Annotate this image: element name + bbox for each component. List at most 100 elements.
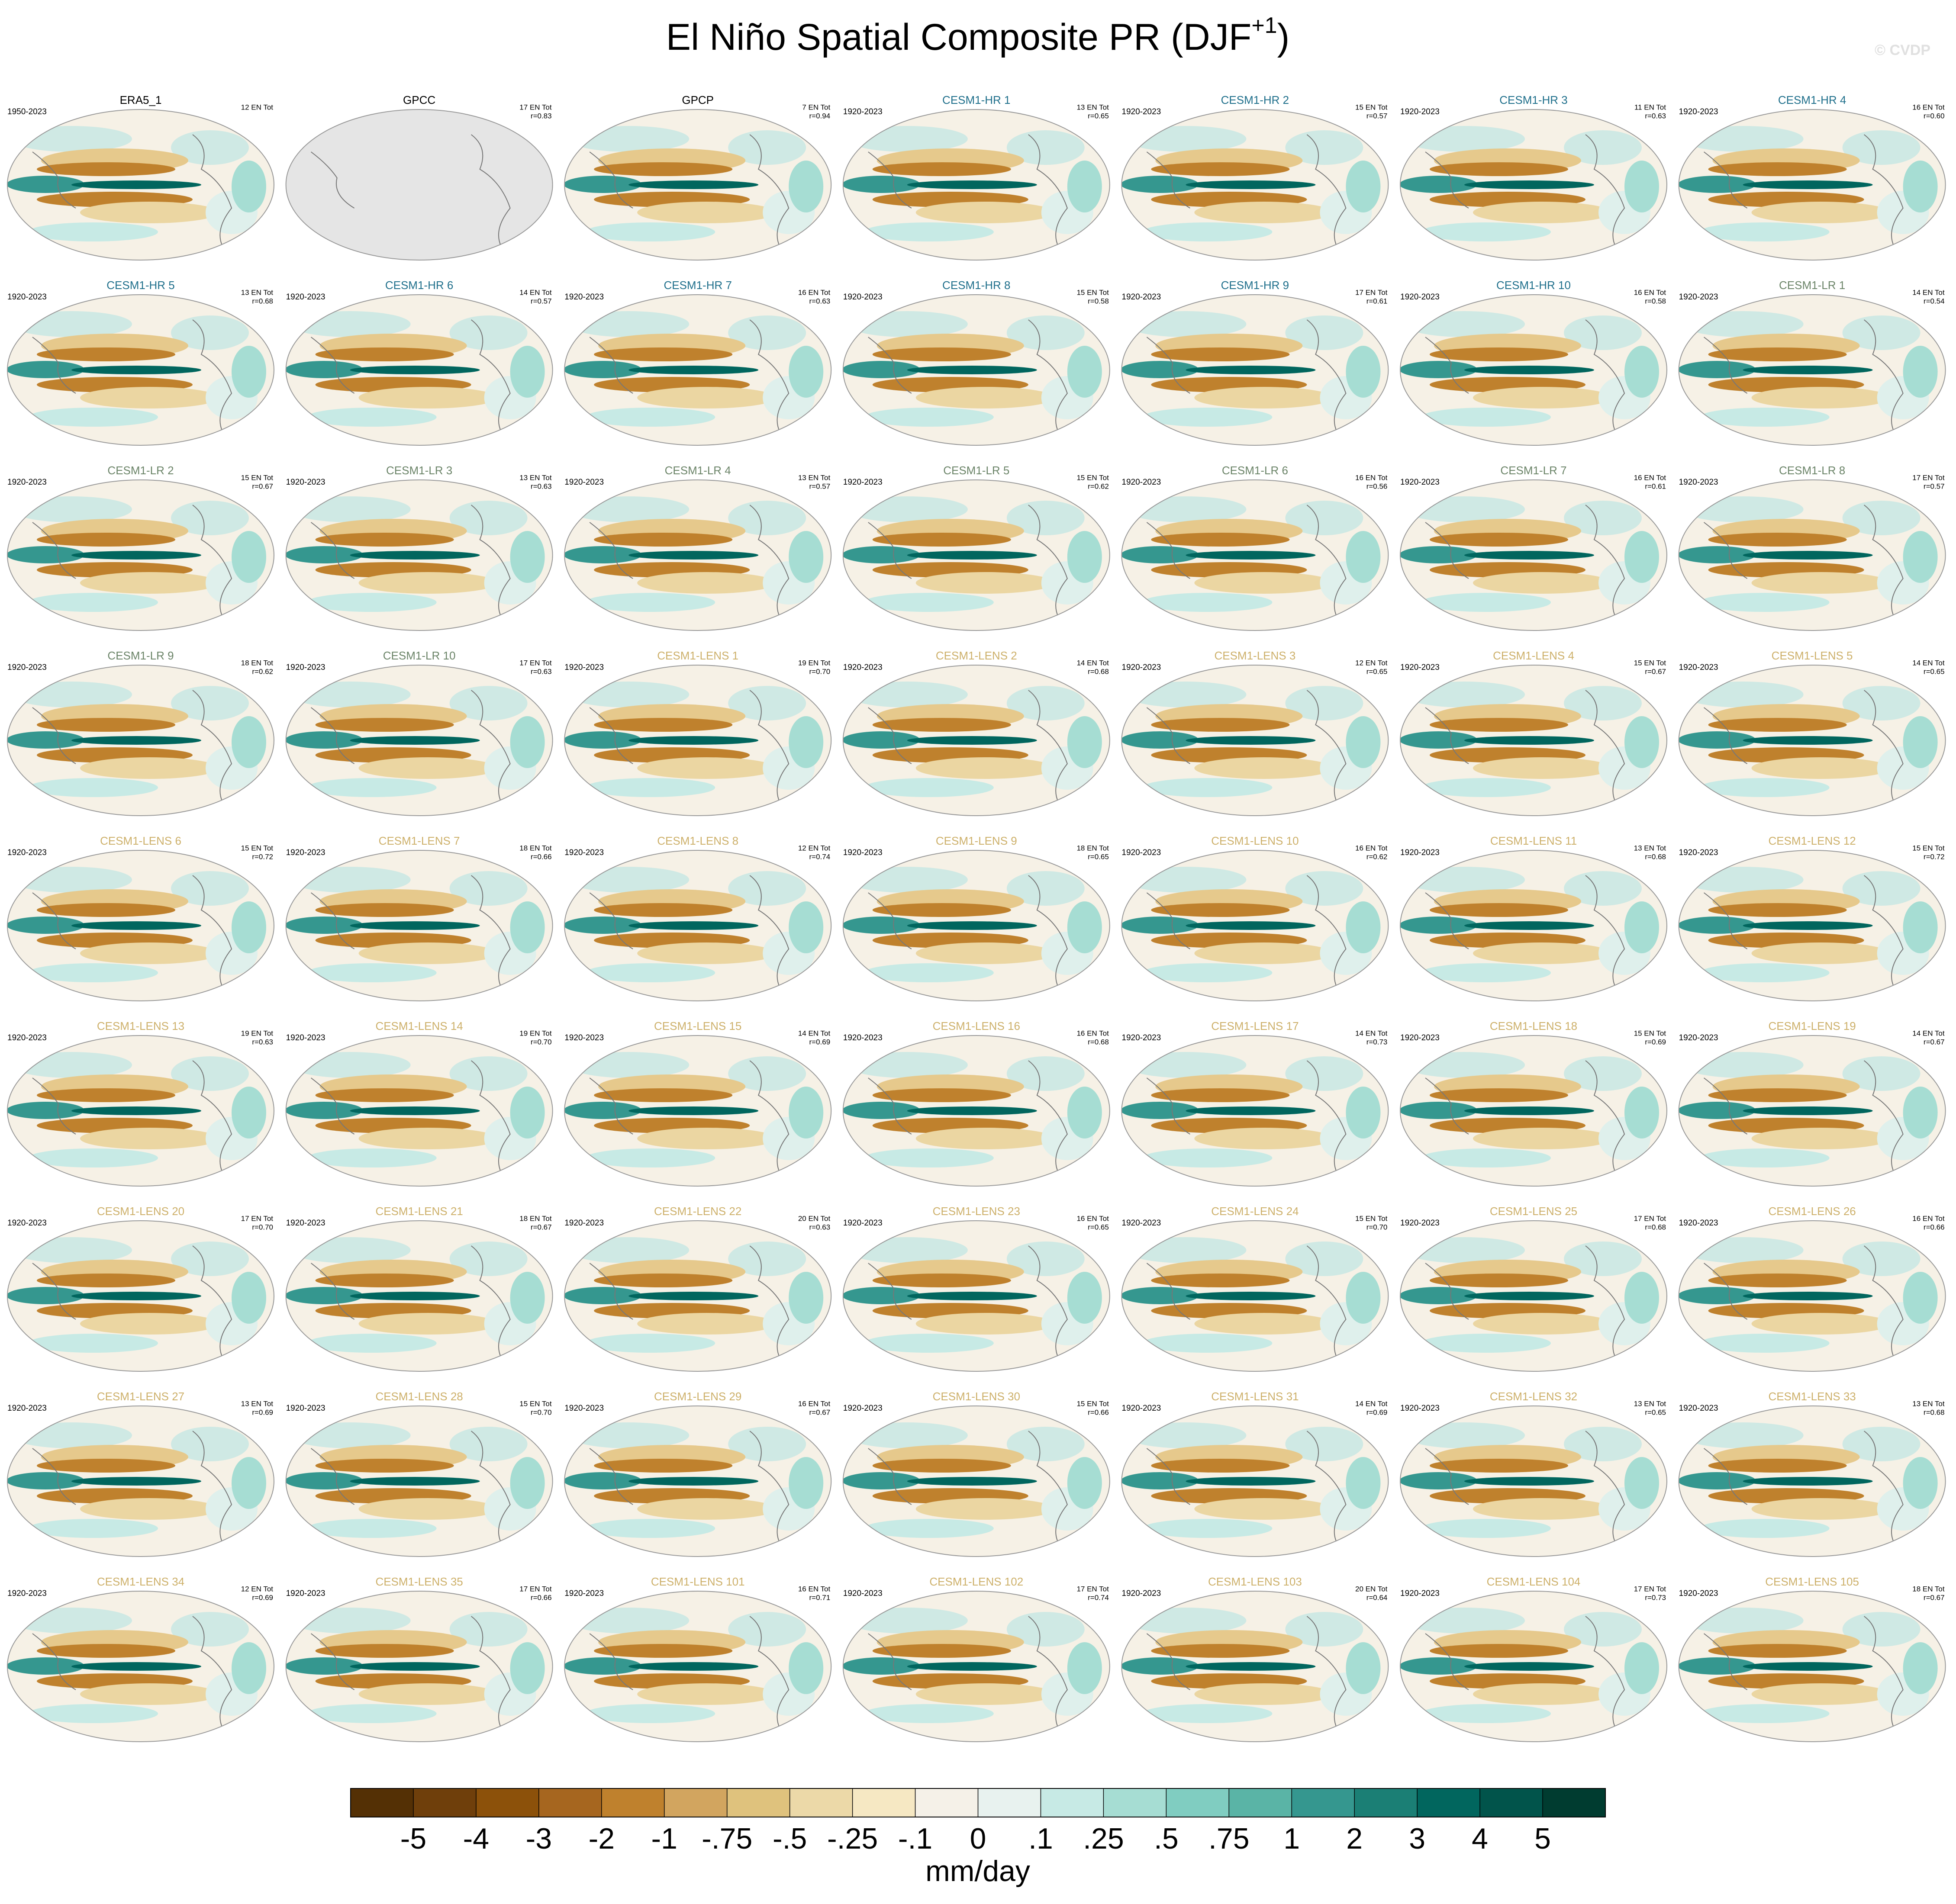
panel-count: 17 EN Tot bbox=[519, 1585, 552, 1593]
panel-count: 16 EN Tot bbox=[798, 1585, 831, 1593]
panel-r: r=0.68 bbox=[1645, 1223, 1666, 1231]
panel-years: 1920-2023 bbox=[843, 1033, 883, 1042]
panel-r: r=0.63 bbox=[1645, 112, 1666, 120]
map bbox=[6, 1220, 275, 1372]
panel-count: 17 EN Tot bbox=[241, 1214, 274, 1222]
panel-title: CESM1-LENS 5 bbox=[1772, 649, 1853, 662]
panel-years: 1920-2023 bbox=[286, 1219, 325, 1228]
map bbox=[842, 1405, 1111, 1557]
panel-r: r=0.70 bbox=[1366, 1223, 1388, 1231]
colorbar-label: -3 bbox=[526, 1822, 552, 1855]
panel-r: r=0.68 bbox=[1924, 1408, 1945, 1416]
panel-title: CESM1-LENS 27 bbox=[97, 1390, 184, 1403]
panel-years: 1920-2023 bbox=[564, 1033, 604, 1042]
panel-count: 19 EN Tot bbox=[519, 1029, 552, 1037]
panel: ERA5_1 1950-2023 12 EN Tot bbox=[6, 93, 275, 261]
panel-title: CESM1-LR 9 bbox=[107, 649, 174, 662]
map bbox=[285, 1220, 554, 1372]
map bbox=[1121, 1405, 1389, 1557]
map bbox=[285, 849, 554, 1002]
panel-title: CESM1-LENS 104 bbox=[1487, 1575, 1581, 1588]
panel-title: CESM1-LENS 15 bbox=[654, 1020, 741, 1032]
map bbox=[1121, 849, 1389, 1002]
panel-title: GPCP bbox=[682, 93, 714, 106]
panel-count: 18 EN Tot bbox=[1076, 844, 1109, 852]
colorbar-swatch bbox=[915, 1788, 978, 1817]
panel-years: 1920-2023 bbox=[843, 848, 883, 857]
panel-years: 1920-2023 bbox=[7, 663, 47, 672]
colorbar-swatch bbox=[978, 1788, 1041, 1817]
panel-years: 1920-2023 bbox=[286, 848, 325, 857]
panel-years: 1920-2023 bbox=[1121, 1219, 1161, 1228]
panel-years: 1920-2023 bbox=[1121, 107, 1161, 116]
map bbox=[285, 664, 554, 817]
panel-r: r=0.68 bbox=[1088, 667, 1109, 675]
panel-count: 12 EN Tot bbox=[241, 103, 274, 111]
panel-count: 16 EN Tot bbox=[1912, 103, 1945, 111]
map bbox=[1121, 294, 1389, 446]
panel-title: CESM1-LENS 19 bbox=[1768, 1020, 1856, 1032]
panel-years: 1920-2023 bbox=[1121, 293, 1161, 302]
panel-years: 1920-2023 bbox=[7, 1404, 47, 1413]
panel-title: CESM1-HR 1 bbox=[942, 93, 1010, 106]
panel-r: r=0.57 bbox=[1924, 482, 1945, 490]
panel-count: 13 EN Tot bbox=[519, 473, 552, 482]
colorbar-label: 0 bbox=[970, 1822, 986, 1855]
panel-title: CESM1-LENS 24 bbox=[1211, 1205, 1299, 1218]
panel-years: 1920-2023 bbox=[286, 663, 325, 672]
colorbar-label: .1 bbox=[1028, 1822, 1053, 1855]
panel-r: r=0.65 bbox=[1088, 1223, 1109, 1231]
panel-r: r=0.65 bbox=[1088, 112, 1109, 120]
panel-years: 1920-2023 bbox=[1400, 107, 1440, 116]
panel-title: CESM1-HR 3 bbox=[1499, 93, 1567, 106]
panel-years: 1920-2023 bbox=[843, 478, 883, 487]
colorbar-swatch bbox=[727, 1788, 790, 1817]
map bbox=[842, 479, 1111, 631]
panel-title: CESM1-LENS 17 bbox=[1211, 1020, 1299, 1032]
map bbox=[1678, 479, 1946, 631]
map bbox=[285, 1590, 554, 1743]
panel-title: CESM1-LR 7 bbox=[1500, 464, 1566, 477]
map bbox=[6, 479, 275, 631]
panel-title: CESM1-LR 8 bbox=[1779, 464, 1845, 477]
panel-count: 15 EN Tot bbox=[1076, 288, 1109, 296]
panel-r: r=0.57 bbox=[809, 482, 831, 490]
title-superscript: +1 bbox=[1251, 13, 1277, 38]
title-text: El Niño Spatial Composite PR (DJF bbox=[666, 16, 1252, 58]
panel-title: CESM1-LR 2 bbox=[107, 464, 174, 477]
panel-count: 19 EN Tot bbox=[241, 1029, 274, 1037]
colorbar-label: 4 bbox=[1472, 1822, 1488, 1855]
panel-count: 18 EN Tot bbox=[1912, 1585, 1945, 1593]
map bbox=[564, 479, 832, 631]
panel-years: 1920-2023 bbox=[1121, 1589, 1161, 1598]
panel-years: 1920-2023 bbox=[1400, 663, 1440, 672]
map bbox=[564, 1590, 832, 1743]
panel-title: GPCC bbox=[403, 93, 435, 106]
panel-years: 1920-2023 bbox=[1400, 478, 1440, 487]
colorbar-label: 2 bbox=[1346, 1822, 1363, 1855]
panel-count: 11 EN Tot bbox=[1634, 103, 1666, 111]
panel-count: 14 EN Tot bbox=[1076, 659, 1109, 667]
panel-r: r=0.67 bbox=[809, 1408, 831, 1416]
panel-years: 1920-2023 bbox=[1679, 107, 1718, 116]
panel-count: 15 EN Tot bbox=[519, 1399, 552, 1408]
colorbar-label: -.25 bbox=[827, 1822, 878, 1855]
panel-years: 1920-2023 bbox=[286, 1589, 325, 1598]
